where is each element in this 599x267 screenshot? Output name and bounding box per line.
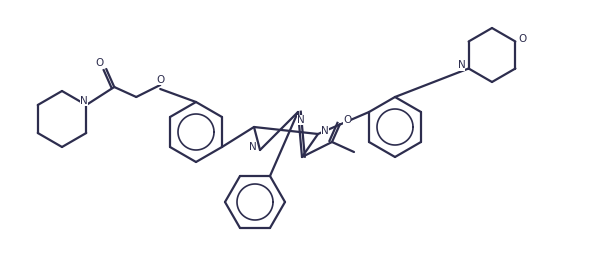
Text: O: O bbox=[156, 75, 164, 85]
Text: O: O bbox=[95, 58, 104, 68]
Text: O: O bbox=[343, 115, 351, 125]
Text: N: N bbox=[249, 142, 257, 152]
Text: N: N bbox=[458, 61, 465, 70]
Text: N: N bbox=[80, 96, 88, 106]
Text: O: O bbox=[518, 33, 527, 44]
Text: N: N bbox=[321, 126, 329, 136]
Text: N: N bbox=[297, 115, 305, 125]
